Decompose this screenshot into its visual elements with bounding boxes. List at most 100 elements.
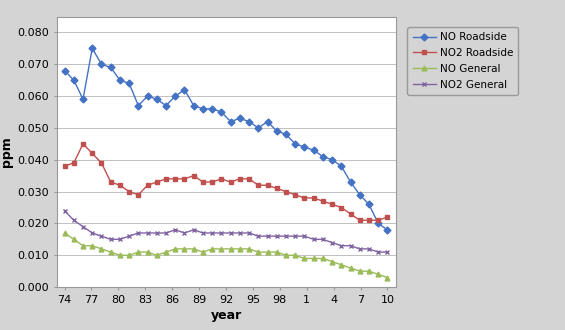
NO2 General [89, 231, 95, 235]
NO2 General [190, 228, 197, 232]
NO General [144, 250, 151, 254]
NO2 General [154, 231, 160, 235]
NO Roadside [98, 62, 105, 66]
NO2 General [107, 237, 114, 241]
NO General [384, 276, 391, 280]
NO2 General [347, 244, 354, 248]
Line: NO General: NO General [62, 231, 390, 280]
NO General [199, 250, 206, 254]
NO2 Roadside [375, 218, 381, 222]
NO2 Roadside [357, 218, 363, 222]
NO2 General [236, 231, 243, 235]
NO2 Roadside [71, 161, 77, 165]
NO2 Roadside [319, 199, 326, 203]
NO2 General [310, 237, 317, 241]
NO Roadside [107, 65, 114, 69]
NO Roadside [218, 110, 225, 114]
NO Roadside [338, 164, 345, 168]
NO General [98, 247, 105, 251]
NO General [135, 250, 142, 254]
NO2 General [181, 231, 188, 235]
NO Roadside [357, 193, 363, 197]
NO2 General [218, 231, 225, 235]
NO2 General [384, 250, 391, 254]
NO2 General [366, 247, 372, 251]
NO General [89, 244, 95, 248]
NO Roadside [71, 78, 77, 82]
NO General [255, 250, 262, 254]
NO General [366, 269, 372, 273]
NO General [126, 253, 133, 257]
NO2 Roadside [80, 142, 86, 146]
NO2 Roadside [98, 161, 105, 165]
NO General [236, 247, 243, 251]
NO Roadside [282, 132, 289, 136]
NO2 Roadside [292, 193, 298, 197]
NO2 General [209, 231, 216, 235]
NO Roadside [154, 97, 160, 101]
NO2 General [126, 234, 133, 238]
NO2 Roadside [61, 164, 68, 168]
NO2 Roadside [218, 177, 225, 181]
NO2 General [338, 244, 345, 248]
X-axis label: year: year [210, 309, 242, 322]
NO General [338, 263, 345, 267]
NO General [172, 247, 179, 251]
NO2 General [135, 231, 142, 235]
NO General [61, 231, 68, 235]
NO Roadside [347, 180, 354, 184]
NO2 Roadside [264, 183, 271, 187]
NO2 General [255, 234, 262, 238]
NO General [227, 247, 234, 251]
NO Roadside [310, 148, 317, 152]
NO2 General [80, 225, 86, 229]
NO2 General [301, 234, 308, 238]
NO General [282, 253, 289, 257]
NO General [209, 247, 216, 251]
NO2 General [246, 231, 253, 235]
Line: NO Roadside: NO Roadside [62, 46, 390, 232]
NO2 General [264, 234, 271, 238]
NO2 Roadside [135, 193, 142, 197]
NO2 Roadside [190, 174, 197, 178]
NO2 Roadside [329, 202, 336, 206]
NO Roadside [80, 97, 86, 101]
NO2 General [227, 231, 234, 235]
NO2 Roadside [126, 190, 133, 194]
NO Roadside [292, 142, 298, 146]
NO2 General [282, 234, 289, 238]
NO2 Roadside [89, 151, 95, 155]
NO General [319, 256, 326, 260]
NO General [375, 272, 381, 276]
NO2 General [375, 250, 381, 254]
NO2 General [116, 237, 123, 241]
NO Roadside [163, 104, 170, 108]
NO General [246, 247, 253, 251]
NO2 General [144, 231, 151, 235]
NO Roadside [236, 116, 243, 120]
NO General [357, 269, 363, 273]
NO General [80, 244, 86, 248]
NO2 Roadside [338, 206, 345, 210]
Y-axis label: ppm: ppm [0, 136, 13, 167]
NO2 Roadside [301, 196, 308, 200]
NO Roadside [190, 104, 197, 108]
NO Roadside [319, 154, 326, 158]
NO General [116, 253, 123, 257]
NO2 General [172, 228, 179, 232]
NO General [181, 247, 188, 251]
NO Roadside [89, 46, 95, 50]
NO2 General [357, 247, 363, 251]
NO General [154, 253, 160, 257]
NO Roadside [264, 119, 271, 123]
NO2 Roadside [144, 183, 151, 187]
NO General [218, 247, 225, 251]
Line: NO2 Roadside: NO2 Roadside [62, 142, 390, 223]
NO2 Roadside [384, 215, 391, 219]
NO Roadside [172, 94, 179, 98]
NO2 Roadside [181, 177, 188, 181]
NO Roadside [366, 202, 372, 206]
NO Roadside [181, 88, 188, 92]
NO Roadside [255, 126, 262, 130]
NO2 General [199, 231, 206, 235]
